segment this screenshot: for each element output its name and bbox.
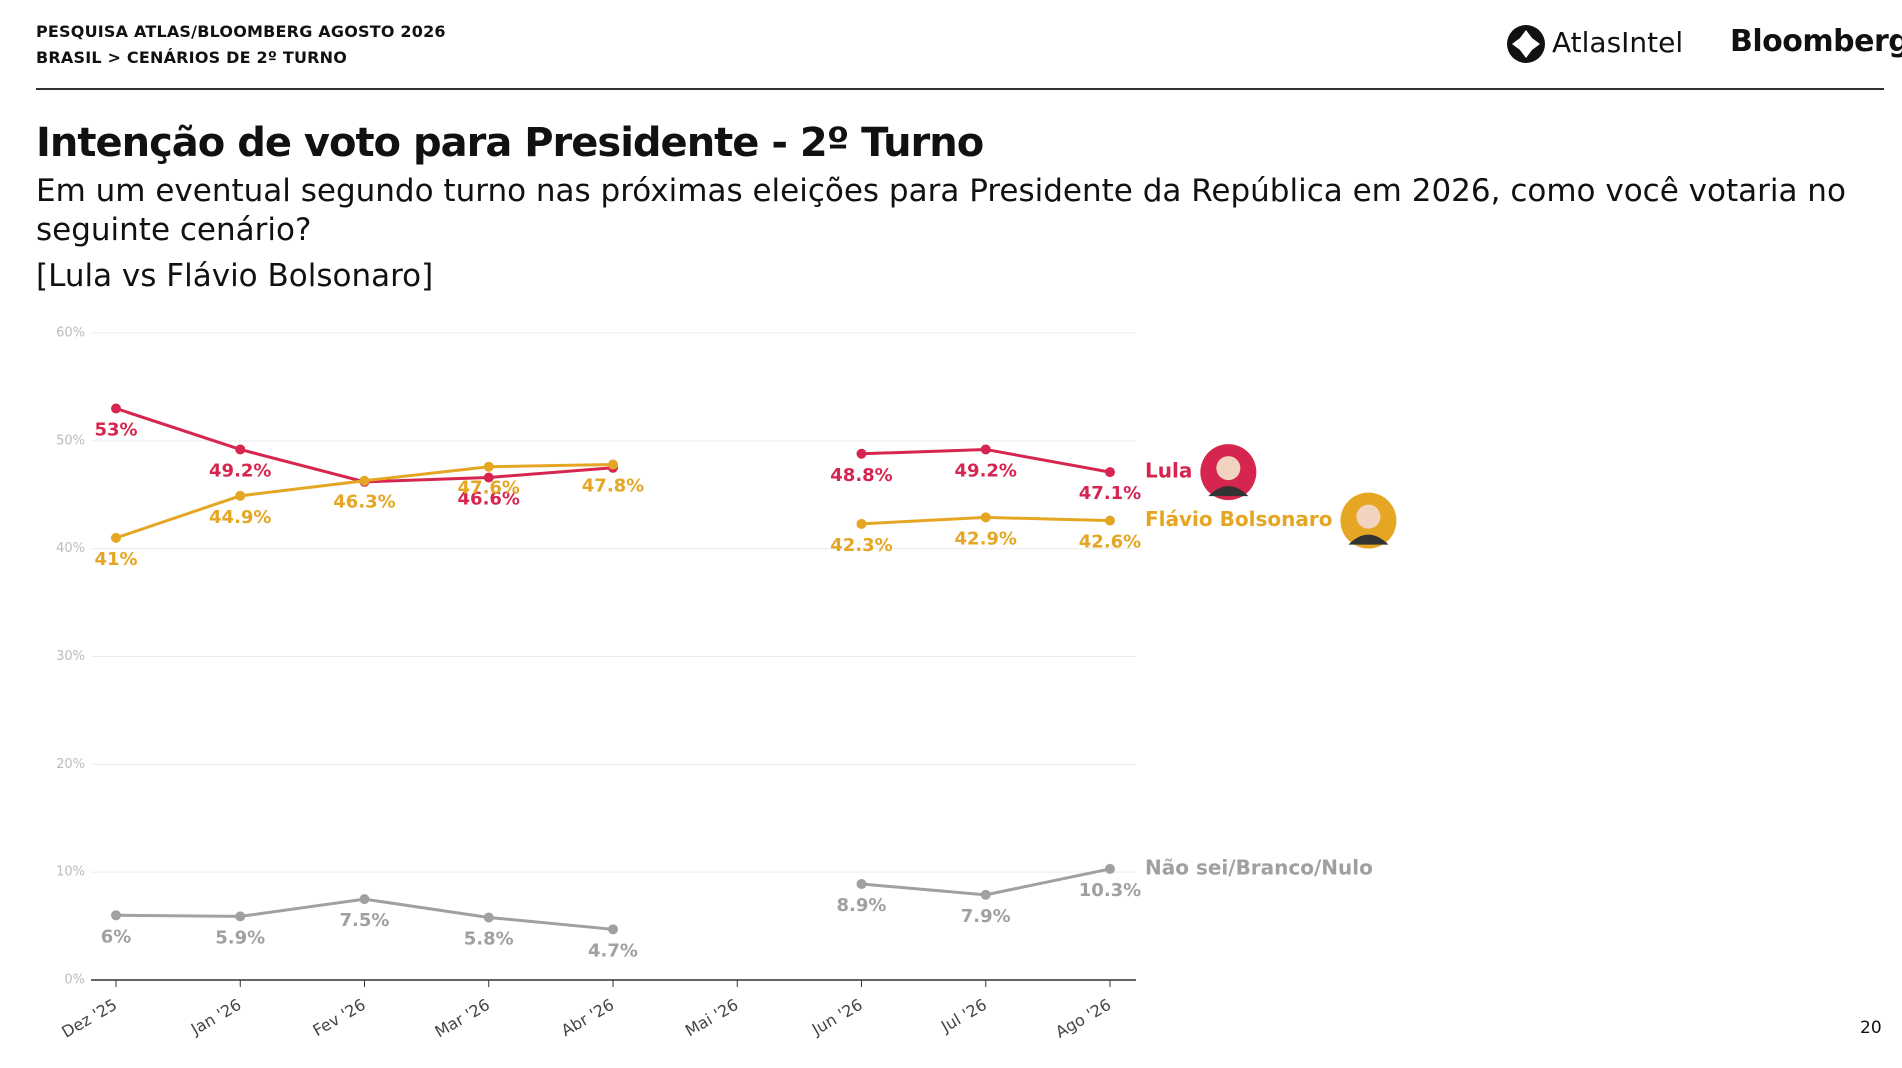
value-label: 47.8% xyxy=(582,476,644,497)
point xyxy=(1105,863,1115,874)
x-tick-label: Jul '26 xyxy=(937,995,990,1037)
value-label: 7.9% xyxy=(961,906,1011,927)
page-number: 20 xyxy=(1860,1018,1882,1038)
x-tick-label: Dez '25 xyxy=(58,995,120,1042)
atlas-logo xyxy=(1507,25,1545,63)
value-label: 7.5% xyxy=(340,910,390,931)
header-line: PESQUISA ATLAS/BLOOMBERG AGOSTO 2026 xyxy=(36,22,446,41)
header-line: BRASIL > CENÁRIOS DE 2º TURNO xyxy=(36,48,348,67)
y-tick-label: 20% xyxy=(56,757,85,772)
point xyxy=(111,532,121,543)
value-label: 5.8% xyxy=(464,928,514,949)
y-tick-label: 40% xyxy=(56,541,85,556)
avatar-face xyxy=(1356,504,1381,529)
avatar-body xyxy=(1348,534,1389,545)
point xyxy=(235,444,246,455)
value-label: 47.6% xyxy=(458,478,520,499)
value-label: 8.9% xyxy=(837,895,887,916)
point xyxy=(483,461,494,472)
value-label: 6% xyxy=(101,926,132,947)
point xyxy=(359,475,370,486)
series-label: Lula xyxy=(1145,459,1192,483)
x-tick-label: Mar '26 xyxy=(432,995,493,1041)
value-label: 10.3% xyxy=(1079,880,1141,901)
y-tick-label: 10% xyxy=(56,865,85,880)
value-label: 49.2% xyxy=(955,460,1017,481)
avatar-face xyxy=(1216,456,1241,481)
x-tick-label: Jan '26 xyxy=(187,995,245,1039)
y-tick-label: 0% xyxy=(64,973,85,988)
brand: Bloomberg xyxy=(1730,24,1902,59)
point xyxy=(1105,467,1115,478)
point xyxy=(980,889,991,900)
y-tick-label: 60% xyxy=(56,326,85,341)
series-label: Flávio Bolsonaro xyxy=(1145,507,1332,531)
y-tick-label: 50% xyxy=(56,433,85,448)
subtitle: Em um eventual segundo turno nas próxima… xyxy=(36,173,1846,248)
point xyxy=(111,403,121,414)
value-label: 42.9% xyxy=(955,528,1017,549)
point xyxy=(359,894,370,905)
x-tick-label: Ago '26 xyxy=(1052,995,1114,1042)
value-label: 47.1% xyxy=(1079,483,1141,504)
y-tick-label: 30% xyxy=(56,649,85,664)
value-label: 49.2% xyxy=(209,460,271,481)
point xyxy=(235,911,246,922)
point xyxy=(856,879,867,890)
value-label: 5.9% xyxy=(215,927,265,948)
brand: AtlasIntel xyxy=(1552,26,1684,59)
x-tick-label: Mai '26 xyxy=(682,995,742,1040)
point xyxy=(856,448,867,459)
point xyxy=(235,490,246,501)
series-label: Não sei/Branco/Nulo xyxy=(1145,855,1373,879)
value-label: 44.9% xyxy=(209,507,271,528)
divider xyxy=(36,88,1884,90)
point xyxy=(111,910,121,921)
avatar-body xyxy=(1208,486,1249,497)
point xyxy=(608,924,618,935)
x-tick-label: Jun '26 xyxy=(808,995,866,1039)
point xyxy=(483,472,494,483)
x-tick-label: Fev '26 xyxy=(309,995,368,1040)
x-tick-label: Abr '26 xyxy=(558,995,617,1040)
value-label: 42.6% xyxy=(1079,532,1141,553)
value-label: 4.7% xyxy=(588,940,638,961)
point xyxy=(980,444,991,455)
point xyxy=(483,912,494,923)
title: Intenção de voto para Presidente - 2º Tu… xyxy=(36,120,984,166)
point xyxy=(608,459,618,470)
value-label: 48.8% xyxy=(830,465,892,486)
value-label: 53% xyxy=(94,419,137,440)
value-label: 41% xyxy=(94,549,137,570)
value-label: 46.3% xyxy=(333,492,395,513)
scenario: [Lula vs Flávio Bolsonaro] xyxy=(36,258,434,294)
value-label: 42.3% xyxy=(830,535,892,556)
point xyxy=(856,518,867,529)
point xyxy=(980,512,991,523)
point xyxy=(1105,515,1115,526)
value-label: 46.6% xyxy=(458,488,520,509)
